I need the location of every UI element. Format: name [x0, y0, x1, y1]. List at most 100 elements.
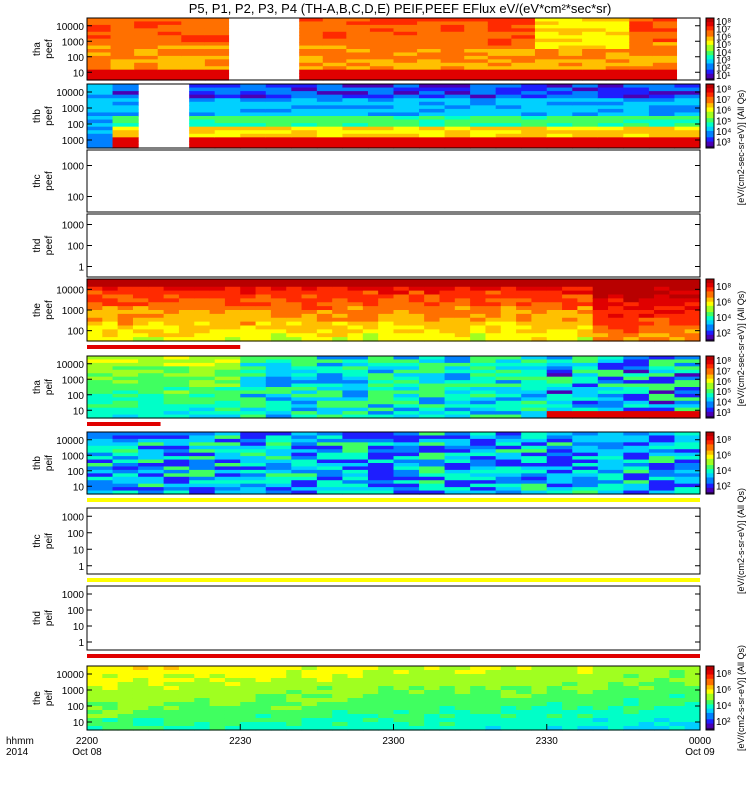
panel-probe-label: thd	[32, 239, 43, 253]
colorbar-9: 10⁸ 10⁶ 10⁴ 10²	[705, 665, 731, 731]
y-tick-label: 1	[78, 263, 84, 274]
colorbar-tick-label: 10⁸	[716, 282, 731, 293]
colorbar-tick-label: 10⁸	[716, 356, 731, 367]
panel-frame	[86, 355, 701, 419]
panel-probe-label: the	[32, 691, 43, 705]
panel-frame	[86, 83, 701, 149]
colorbar-tick-label: 10⁴	[716, 313, 731, 324]
y-tick-label: 100	[67, 193, 84, 204]
x-tick-date: Oct 08	[72, 747, 102, 758]
colorbar-tick-label: 10⁵	[716, 387, 731, 398]
colorbar-title: [eV/(cm2-s-sr-eV)] (All Qs)	[736, 645, 746, 751]
colorbar-tick-label: 10⁵	[716, 40, 731, 51]
y-tick-label: 100	[67, 606, 84, 617]
quality-flag-bar	[87, 422, 161, 426]
colorbar-tick-label: 10⁴	[716, 701, 731, 712]
panel-product-label: peif	[44, 610, 55, 626]
y-tick-label: 1	[78, 562, 84, 573]
y-tick-label: 100	[67, 53, 84, 64]
colorbar-tick-label: 10⁶	[716, 297, 731, 308]
panel-product-label: peif	[44, 455, 55, 471]
colorbar-tick-label: 10⁷	[716, 95, 731, 106]
x-tick-label: 0000	[689, 736, 712, 747]
colorbar-group: 10⁸10⁷10⁶10⁵10⁴10³10²10¹10⁸10⁷10⁶10⁵10⁴1…	[705, 17, 746, 751]
y-tick-label: 1000	[62, 590, 85, 601]
panel-thb-peif: 10 100 1000 10000 thb peif	[32, 431, 701, 502]
y-tick-label: 10000	[56, 436, 84, 447]
colorbar-tick-label: 10⁵	[716, 116, 731, 127]
colorbar-tick-label: 10⁴	[716, 466, 731, 477]
colorbar-tick-label: 10⁶	[716, 685, 731, 696]
y-tick-label: 10000	[56, 22, 84, 33]
colorbar-tick-label: 10¹	[716, 71, 731, 82]
panel-probe-label: thc	[32, 174, 43, 187]
panel-probe-label: thb	[32, 456, 43, 470]
colorbar-tick-label: 10⁶	[716, 106, 731, 117]
y-tick-label: 1000	[62, 162, 85, 173]
panel-frame	[86, 431, 701, 495]
quality-flag-bar	[87, 578, 700, 582]
colorbar-4: 10⁸ 10⁶ 10⁴ 10²	[705, 278, 731, 342]
y-tick-label: 1000	[62, 37, 85, 48]
panel-thc-peef: 100 1000 thc peef	[32, 149, 701, 213]
panel-the-peif: 10 100 1000 10000 the peif	[32, 665, 701, 731]
colorbar-tick-label: 10⁸	[716, 669, 731, 680]
y-tick-label: 100	[67, 702, 84, 713]
panel-tha-peef: 10 100 1000 10000 tha peef	[32, 17, 701, 81]
panel-the-peef: 100 1000 10000 the peef	[32, 278, 701, 349]
panel-product-label: peif	[44, 379, 55, 395]
panel-product-label: peef	[44, 106, 55, 126]
colorbar-tick-label: 10⁶	[716, 450, 731, 461]
y-tick-label: 10000	[56, 285, 84, 296]
colorbar-tick-label: 10⁷	[716, 25, 731, 36]
y-tick-label: 10000	[56, 360, 84, 371]
panel-thd-peif: 1 10 100 1000 thd peif	[32, 585, 701, 658]
colorbar-title: [eV/(cm2-s-sr-eV)] (All Qs)	[736, 488, 746, 594]
colorbar-tick-label: 10⁴	[716, 398, 731, 409]
y-tick-label: 100	[67, 327, 84, 338]
y-tick-label: 1000	[62, 512, 85, 523]
colorbar-6: 10⁸ 10⁶ 10⁴ 10²	[705, 431, 731, 495]
y-tick-label: 1000	[62, 686, 85, 697]
colorbar-tick-label: 10⁸	[716, 17, 731, 28]
y-tick-label: 1000	[62, 221, 85, 232]
colorbar-tick-label: 10²	[716, 717, 731, 728]
panel-product-label: peif	[44, 533, 55, 549]
colorbar-tick-label: 10³	[716, 408, 731, 419]
colorbar-tick-label: 10²	[716, 328, 731, 339]
y-tick-label: 1000	[62, 451, 85, 462]
panel-thd-peef: 1 100 1000 thd peef	[32, 213, 701, 285]
colorbar-tick-label: 10²	[716, 481, 731, 492]
panel-product-label: peef	[44, 171, 55, 191]
y-tick-label: 1000	[62, 375, 85, 386]
panel-product-label: peef	[44, 236, 55, 256]
x-tick-label: 2300	[382, 736, 405, 747]
y-tick-label: 10000	[56, 670, 84, 681]
y-tick-label: 100	[67, 529, 84, 540]
panel-frame	[86, 213, 701, 278]
x-tick-label: 2230	[229, 736, 252, 747]
panel-frame	[86, 507, 701, 575]
quality-flag-bar	[87, 345, 241, 349]
x-tick-date: Oct 09	[685, 747, 715, 758]
panel-product-label: peef	[44, 300, 55, 320]
colorbar-tick-label: 10³	[716, 56, 731, 67]
x-axis-corner-label: hhmm	[6, 736, 34, 747]
colorbar-title: [eV/(cm2-sec-sr-eV)] (All Qs)	[736, 291, 746, 407]
y-tick-label: 100	[67, 391, 84, 402]
colorbar-tick-label: 10⁷	[716, 367, 731, 378]
y-tick-label: 10	[73, 68, 85, 79]
y-tick-label: 100	[67, 467, 84, 478]
y-tick-label: 10000	[56, 88, 84, 99]
panel-probe-label: thb	[32, 109, 43, 123]
y-tick-label: 10	[73, 622, 85, 633]
y-tick-label: 10	[73, 545, 85, 556]
colorbar-tick-label: 10³	[716, 138, 731, 149]
x-tick-label: 2200	[76, 736, 99, 747]
panel-thc-peif: 1 10 100 1000 thc peif	[32, 507, 701, 582]
quality-flag-bar	[87, 498, 700, 502]
